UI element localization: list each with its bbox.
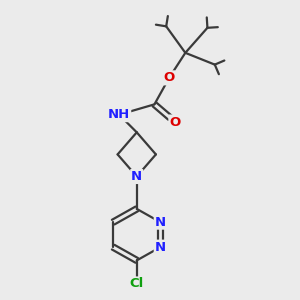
Text: N: N	[155, 216, 166, 229]
Text: O: O	[164, 71, 175, 84]
Text: N: N	[131, 170, 142, 183]
Text: NH: NH	[108, 108, 130, 121]
Text: Cl: Cl	[130, 278, 144, 290]
Text: N: N	[155, 241, 166, 254]
Text: O: O	[169, 116, 181, 128]
